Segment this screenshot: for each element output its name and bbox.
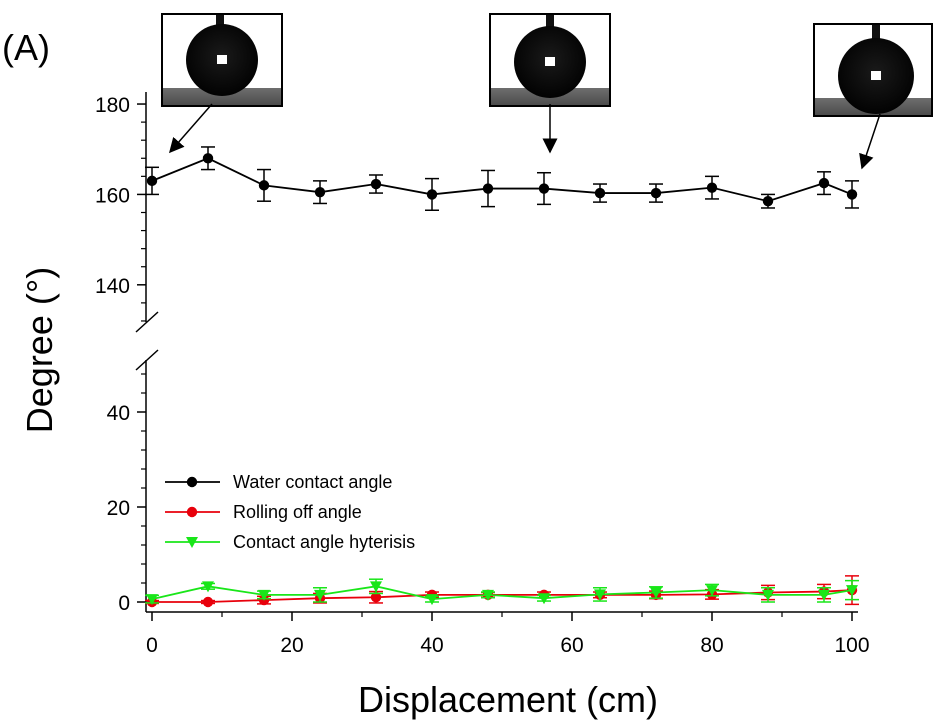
data-point (762, 196, 774, 207)
data-point (846, 585, 858, 597)
data-point (482, 589, 494, 601)
data-point (314, 589, 326, 601)
droplet-highlight (871, 71, 881, 80)
data-point (818, 589, 830, 601)
legend-label: Contact angle hyterisis (233, 532, 415, 552)
data-point (426, 594, 438, 606)
droplet-photo-middle (489, 13, 611, 154)
data-point (762, 589, 774, 601)
axis-break-mark (135, 349, 159, 371)
data-point (706, 182, 718, 193)
series-line (151, 157, 853, 203)
data-point (258, 589, 270, 601)
series-line (151, 585, 853, 601)
data-point (258, 180, 270, 191)
data-point (594, 589, 606, 601)
data-point (594, 187, 606, 199)
pointer-arrow (859, 113, 881, 170)
data-point (706, 585, 718, 597)
y-tick-label: 160 (95, 184, 130, 207)
x-tick-label: 100 (834, 634, 869, 657)
data-point (650, 187, 662, 199)
axis-break-mark (135, 311, 159, 333)
y-tick-label: 40 (107, 402, 130, 425)
y-tick-label: 180 (95, 94, 130, 117)
data-point (538, 183, 550, 194)
data-point (538, 593, 550, 605)
droplet-photo-end (813, 23, 933, 170)
inset-photos (161, 13, 933, 170)
x-tick-label: 0 (146, 634, 158, 657)
y-tick-label: 20 (107, 497, 130, 520)
legend-label: Water contact angle (233, 472, 392, 492)
needle (872, 25, 880, 47)
legend-label: Rolling off angle (233, 502, 362, 522)
legend: Water contact angle Rolling off angle Cont… (165, 472, 415, 552)
legend-marker (186, 506, 198, 518)
y-axis-title: Degree (°) (19, 267, 60, 433)
series-line (152, 589, 853, 603)
photo-surface (162, 88, 282, 106)
data-point (146, 594, 158, 606)
data-point (202, 581, 214, 593)
series-water-contact-angle (145, 146, 859, 211)
photo-frame (813, 23, 933, 117)
series-rolling-off-angle (145, 575, 859, 608)
x-axis-title: Displacement (cm) (358, 679, 658, 720)
series-layer (145, 146, 859, 608)
legend-marker (186, 476, 198, 488)
droplet-highlight (545, 57, 555, 66)
legend-marker (186, 537, 198, 548)
series-contact-angle-hyterisis (145, 578, 859, 606)
needle (546, 15, 554, 35)
droplet-photo-start (161, 13, 283, 154)
panel-label: (A) (2, 27, 50, 68)
y-tick-label: 0 (118, 592, 130, 615)
data-point (426, 189, 438, 200)
x-tick-label: 40 (420, 634, 443, 657)
photo-frame (161, 13, 283, 107)
data-point (650, 587, 662, 599)
data-point (370, 178, 382, 190)
data-point (482, 183, 494, 194)
droplet-highlight (217, 55, 227, 64)
data-point (370, 592, 382, 603)
data-point (146, 175, 158, 187)
x-tick-label: 80 (700, 634, 723, 657)
data-point (202, 596, 214, 608)
data-point (818, 177, 830, 189)
data-point (846, 189, 858, 200)
x-tick-label: 20 (280, 634, 303, 657)
pointer-arrow (169, 103, 213, 154)
y-tick-label: 140 (95, 275, 130, 298)
x-tick-label: 60 (560, 634, 583, 657)
data-point (202, 153, 214, 164)
data-point (314, 186, 326, 198)
data-point (370, 581, 382, 593)
axes: 140 160 180 0 20 40 0 20 40 60 80 100 (95, 92, 870, 657)
